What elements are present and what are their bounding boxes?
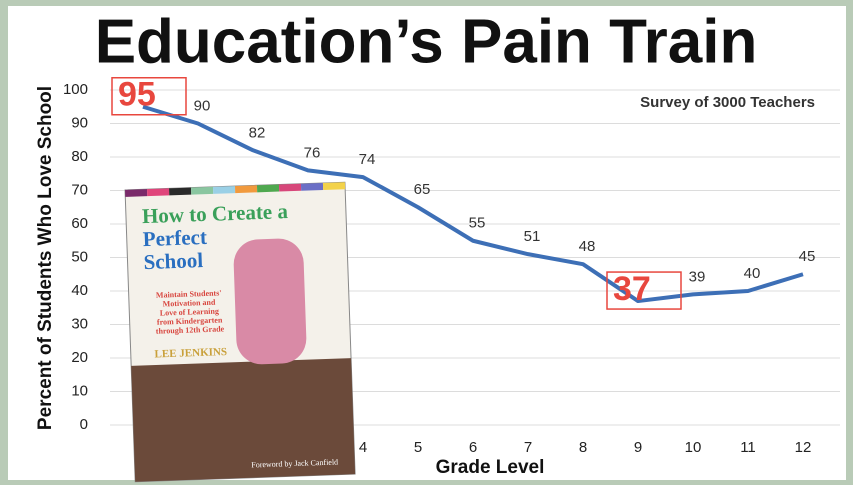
- book-subtitle: Motivation and: [163, 298, 217, 309]
- highlight-box: [111, 77, 187, 116]
- chart-title: Education’s Pain Train: [95, 7, 758, 76]
- book-subtitle: through 12th Grade: [156, 324, 225, 335]
- value-label-highlight: 95: [118, 76, 156, 114]
- y-tick-label: 0: [80, 416, 88, 433]
- value-label: 40: [744, 265, 761, 282]
- book-stripe: [278, 183, 302, 192]
- book-title: School: [143, 248, 203, 274]
- book-figure: [233, 238, 307, 365]
- x-tick-label: 4: [359, 439, 367, 456]
- value-label: 51: [524, 228, 541, 245]
- y-tick-label: 30: [71, 315, 88, 332]
- data-line: [142, 104, 804, 304]
- book-stripe: [300, 183, 324, 191]
- book-stripe: [212, 186, 236, 194]
- book-stripe: [234, 185, 258, 194]
- value-label: 90: [194, 97, 211, 114]
- book-stripe: [191, 186, 214, 195]
- value-label: 45: [799, 248, 816, 265]
- y-tick-label: 60: [71, 215, 88, 232]
- value-label-highlight: 37: [613, 270, 651, 308]
- x-tick-label: 11: [740, 439, 756, 456]
- book-title: Perfect: [142, 225, 207, 251]
- book-stripe: [147, 188, 170, 197]
- y-tick-label: 10: [71, 382, 88, 399]
- book-photo: [131, 358, 356, 482]
- y-tick-label: 20: [71, 349, 88, 366]
- x-tick-label: 7: [524, 439, 532, 456]
- annotation: Survey of 3000 Teachers: [640, 94, 815, 111]
- book-stripe: [169, 187, 192, 196]
- book-stripe: [256, 184, 280, 193]
- y-tick-label: 40: [71, 282, 88, 299]
- value-label: 39: [689, 268, 706, 285]
- x-tick-label: 12: [795, 439, 812, 456]
- y-tick-label: 80: [71, 148, 88, 165]
- book-stripe: [125, 189, 148, 197]
- book-stripe: [322, 182, 346, 191]
- y-tick-label: 90: [71, 114, 88, 131]
- book-subtitle: Maintain Students': [156, 288, 222, 299]
- book-subtitle: Love of Learning: [160, 307, 219, 318]
- value-label: 82: [249, 124, 266, 141]
- x-tick-label: 6: [469, 439, 477, 456]
- value-label: 55: [469, 215, 486, 232]
- book-subtitle: from Kindergarten: [157, 315, 223, 326]
- x-tick-label: 9: [634, 439, 642, 456]
- y-tick-label: 100: [63, 81, 88, 98]
- x-tick-label: 8: [579, 439, 587, 456]
- y-axis-label: Percent of Students Who Love School: [35, 86, 56, 430]
- value-label: 74: [359, 151, 376, 168]
- y-tick-label: 50: [71, 248, 88, 265]
- y-tick-label: 70: [71, 181, 88, 198]
- highlight-box: [606, 271, 682, 310]
- value-label: 76: [304, 144, 321, 161]
- x-tick-label: 10: [685, 439, 702, 456]
- book-author: LEE JENKINS: [154, 346, 227, 361]
- book-title: How to Create a: [142, 199, 289, 228]
- value-label: 48: [579, 238, 596, 255]
- x-tick-label: 5: [414, 439, 422, 456]
- book-foreword: Foreword by Jack Canfield: [251, 457, 338, 469]
- value-label: 65: [414, 181, 431, 198]
- x-axis-label: Grade Level: [436, 457, 545, 478]
